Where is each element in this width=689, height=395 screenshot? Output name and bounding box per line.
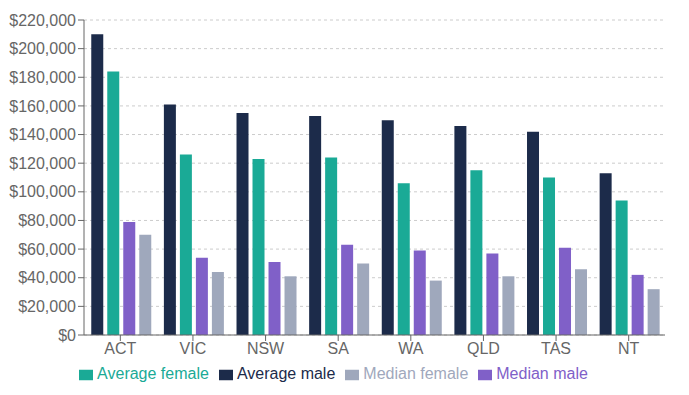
svg-text:$80,000: $80,000: [18, 212, 76, 229]
svg-text:TAS: TAS: [541, 340, 571, 357]
svg-text:$200,000: $200,000: [9, 40, 76, 57]
svg-text:$220,000: $220,000: [9, 12, 76, 29]
svg-text:$60,000: $60,000: [18, 241, 76, 258]
html-text:Median male: Median male: [496, 365, 588, 382]
svg-text:NSW: NSW: [247, 340, 285, 357]
svg-text:$140,000: $140,000: [9, 126, 76, 143]
html-text:Average male: Average male: [236, 365, 336, 382]
svg-text:SA: SA: [328, 340, 350, 357]
svg-text:$40,000: $40,000: [18, 269, 76, 286]
html-text:Average female: Average female: [97, 365, 209, 382]
html-text:Median female: Median female: [363, 365, 469, 382]
svg-text:$160,000: $160,000: [9, 98, 76, 115]
svg-text:QLD: QLD: [467, 340, 500, 357]
svg-text:VIC: VIC: [180, 340, 207, 357]
svg-text:$100,000: $100,000: [9, 183, 76, 200]
svg-text:$120,000: $120,000: [9, 155, 76, 172]
svg-text:WA: WA: [398, 340, 424, 357]
svg-text:ACT: ACT: [104, 340, 136, 357]
svg-text:$20,000: $20,000: [18, 298, 76, 315]
svg-text:$0: $0: [58, 327, 76, 344]
svg-text:NT: NT: [618, 340, 640, 357]
svg-text:$180,000: $180,000: [9, 69, 76, 86]
